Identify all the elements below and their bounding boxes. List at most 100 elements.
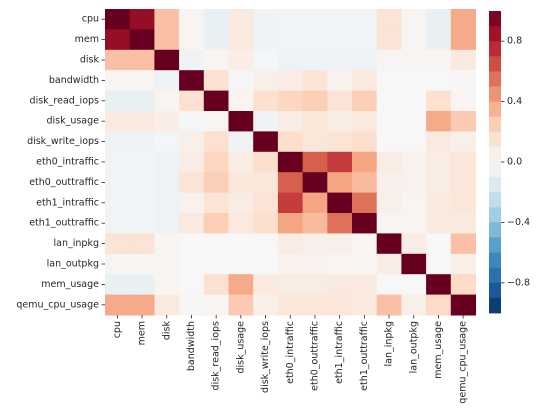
colorbar-band [489,71,501,87]
heatmap-cell-lan_outpkg-eth1_intraffic [327,253,353,275]
heatmap-cell-lan_outpkg-disk_usage [228,253,254,275]
colorbar-band [489,297,501,314]
heatmap-cell-disk_read_iops-bandwidth [179,90,205,112]
heatmap-cell-eth1_outtraffic-mem_usage [426,213,452,234]
heatmap-cell-disk_usage-mem [129,111,155,132]
heatmap-cell-cpu-disk_read_iops [203,9,229,30]
colorbar-band [489,26,501,42]
heatmap-cell-lan_outpkg-cpu [105,253,131,275]
colorbar-band [489,131,501,148]
heatmap-cell-eth1_outtraffic-lan_outpkg [401,213,427,234]
heatmap-cell-eth0_intraffic-eth0_intraffic [277,151,304,173]
heatmap-cell-mem_usage-cpu [105,274,131,296]
heatmap-cell-cpu-qemu_cpu_usage [450,9,476,30]
heatmap-cell-disk_read_iops-disk [154,90,180,112]
heatmap-cell-lan_inpkg-disk_write_iops [253,233,279,255]
heatmap-cell-eth1_outtraffic-mem [129,213,155,234]
heatmap-cell-mem-disk [154,29,180,51]
heatmap-cell-disk_write_iops-eth0_outtraffic [302,131,328,153]
y-tick-label: disk_usage [46,116,99,127]
x-tick-label: lan_inpkg [384,321,395,366]
heatmap-cell-disk_read_iops-mem [129,90,155,112]
heatmap-cell-eth1_intraffic-disk_write_iops [253,192,279,214]
heatmap-cell-disk-eth0_outtraffic [302,49,328,71]
heatmap-cell-mem-eth0_intraffic [277,29,304,51]
heatmap-cell-cpu-lan_inpkg [376,9,402,30]
heatmap-cell-eth1_outtraffic-eth1_outtraffic [352,213,378,234]
heatmap-cell-eth1_intraffic-lan_inpkg [376,192,402,214]
heatmap-cell-eth1_intraffic-mem [129,192,155,214]
heatmap-cell-eth0_outtraffic-disk [154,172,180,194]
heatmap-cell-eth0_outtraffic-eth1_intraffic [327,172,353,194]
heatmap-cell-qemu_cpu_usage-eth0_intraffic [277,294,304,316]
heatmap-cell-eth1_outtraffic-disk [154,213,180,234]
heatmap-cell-bandwidth-disk_read_iops [203,70,229,92]
heatmap-cell-eth1_intraffic-lan_outpkg [401,192,427,214]
heatmap-cell-lan_outpkg-lan_inpkg [376,253,402,275]
heatmap-cell-disk_read_iops-disk_write_iops [253,90,279,112]
heatmap-cell-eth1_intraffic-eth1_intraffic [327,192,353,214]
heatmap-cell-lan_inpkg-eth0_intraffic [277,233,304,255]
colorbar-tick-label: −0.4 [507,217,530,228]
y-tick-label: eth1_intraffic [36,197,99,208]
heatmap-cell-lan_outpkg-bandwidth [179,253,205,275]
y-tick-label: lan_outpkg [47,259,99,270]
y-tick-label: eth1_outtraffic [29,218,99,229]
heatmap-cell-qemu_cpu_usage-mem [129,294,155,316]
x-tick-label: eth0_outtraffic [309,321,320,391]
heatmap-cell-eth0_intraffic-lan_inpkg [376,151,402,173]
heatmap-cell-eth1_intraffic-disk_usage [228,192,254,214]
heatmap-cell-bandwidth-mem [129,70,155,92]
heatmap-cell-mem_usage-qemu_cpu_usage [450,274,476,296]
heatmap-cell-eth1_intraffic-bandwidth [179,192,205,214]
heatmap-cell-disk-cpu [105,49,131,71]
heatmap-cell-eth1_outtraffic-disk_read_iops [203,213,229,234]
colorbar-tick-label: 0.4 [507,96,522,107]
x-tick-label: lan_outpkg [408,321,419,373]
heatmap-cell-bandwidth-lan_outpkg [401,70,427,92]
heatmap-cell-bandwidth-lan_inpkg [376,70,402,92]
x-tick-label: bandwidth [186,321,197,371]
colorbar-tick-label: 0.8 [507,36,522,47]
heatmap-cell-lan_outpkg-disk_read_iops [203,253,229,275]
heatmap-cell-qemu_cpu_usage-disk_usage [228,294,254,316]
heatmap-cell-eth1_outtraffic-eth1_intraffic [327,213,353,234]
heatmap-cell-eth1_outtraffic-bandwidth [179,213,205,234]
heatmap-cell-eth1_intraffic-qemu_cpu_usage [450,192,476,214]
heatmap-cell-bandwidth-disk [154,70,180,92]
heatmap-cell-eth1_intraffic-mem_usage [426,192,452,214]
x-tick-label: eth1_outtraffic [359,321,370,391]
heatmap-cell-mem_usage-disk_write_iops [253,274,279,296]
heatmap-cell-eth1_outtraffic-cpu [105,213,131,234]
heatmap-cell-disk-mem_usage [426,49,452,71]
heatmap-cell-mem-eth1_intraffic [327,29,353,51]
heatmap-cell-mem-lan_outpkg [401,29,427,51]
y-tick-label: bandwidth [49,75,99,86]
heatmap-cell-disk_read_iops-eth1_intraffic [327,90,353,112]
heatmap-cell-mem_usage-eth0_intraffic [277,274,304,296]
colorbar-band [489,222,501,238]
heatmap-cell-disk_usage-disk [154,111,180,132]
heatmap-cell-mem_usage-mem_usage [426,274,452,296]
x-tick-label: qemu_cpu_usage [458,321,469,404]
heatmap-cell-disk-disk_write_iops [253,49,279,71]
heatmap-cell-disk_usage-eth0_outtraffic [302,111,328,132]
heatmap-cell-disk-lan_outpkg [401,49,427,71]
heatmap-cell-eth1_outtraffic-eth0_intraffic [277,213,304,234]
heatmap-cell-disk_write_iops-disk_write_iops [253,131,279,153]
heatmap-cell-cpu-mem_usage [426,9,452,30]
heatmap-cell-lan_outpkg-mem [129,253,155,275]
heatmap-cell-lan_inpkg-disk_read_iops [203,233,229,255]
heatmap-cell-disk_read_iops-eth0_outtraffic [302,90,328,112]
heatmap-cell-eth0_intraffic-disk_usage [228,151,254,173]
heatmap-cell-lan_inpkg-bandwidth [179,233,205,255]
heatmap-cell-lan_inpkg-eth1_intraffic [327,233,353,255]
colorbar-band [489,267,501,284]
heatmap-cells [105,9,476,316]
heatmap-cell-disk_read_iops-qemu_cpu_usage [450,90,476,112]
heatmap-cell-disk-mem [129,49,155,71]
colorbar-band [489,162,501,178]
y-tick-label: mem [75,34,99,45]
heatmap-cell-lan_inpkg-disk_usage [228,233,254,255]
heatmap-cell-disk_write_iops-disk [154,131,180,153]
